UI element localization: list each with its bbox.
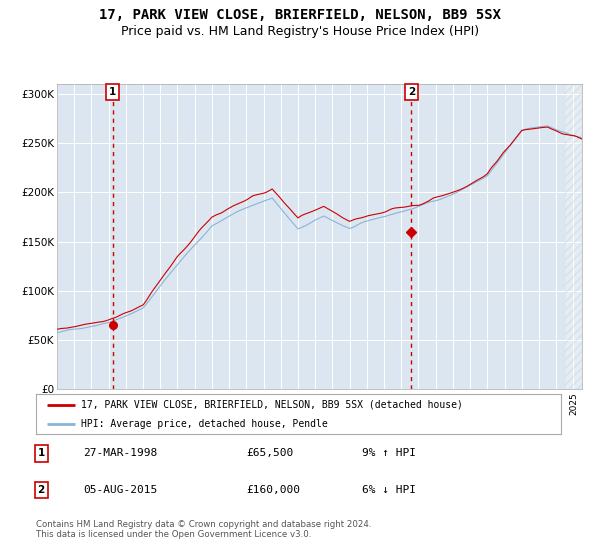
Text: 1: 1	[109, 87, 116, 97]
Text: 6% ↓ HPI: 6% ↓ HPI	[361, 485, 415, 494]
Bar	[565, 84, 582, 389]
Text: 1: 1	[38, 449, 45, 459]
Text: 05-AUG-2015: 05-AUG-2015	[83, 485, 157, 494]
Text: 2: 2	[408, 87, 415, 97]
Text: 2: 2	[38, 485, 45, 494]
Text: £160,000: £160,000	[246, 485, 300, 494]
Text: Price paid vs. HM Land Registry's House Price Index (HPI): Price paid vs. HM Land Registry's House …	[121, 25, 479, 38]
Text: 9% ↑ HPI: 9% ↑ HPI	[361, 449, 415, 459]
Text: 17, PARK VIEW CLOSE, BRIERFIELD, NELSON, BB9 5SX (detached house): 17, PARK VIEW CLOSE, BRIERFIELD, NELSON,…	[80, 400, 463, 410]
Text: Contains HM Land Registry data © Crown copyright and database right 2024.
This d: Contains HM Land Registry data © Crown c…	[36, 520, 371, 539]
Text: 17, PARK VIEW CLOSE, BRIERFIELD, NELSON, BB9 5SX: 17, PARK VIEW CLOSE, BRIERFIELD, NELSON,…	[99, 8, 501, 22]
Text: 27-MAR-1998: 27-MAR-1998	[83, 449, 157, 459]
Text: £65,500: £65,500	[246, 449, 293, 459]
Text: HPI: Average price, detached house, Pendle: HPI: Average price, detached house, Pend…	[80, 419, 328, 429]
